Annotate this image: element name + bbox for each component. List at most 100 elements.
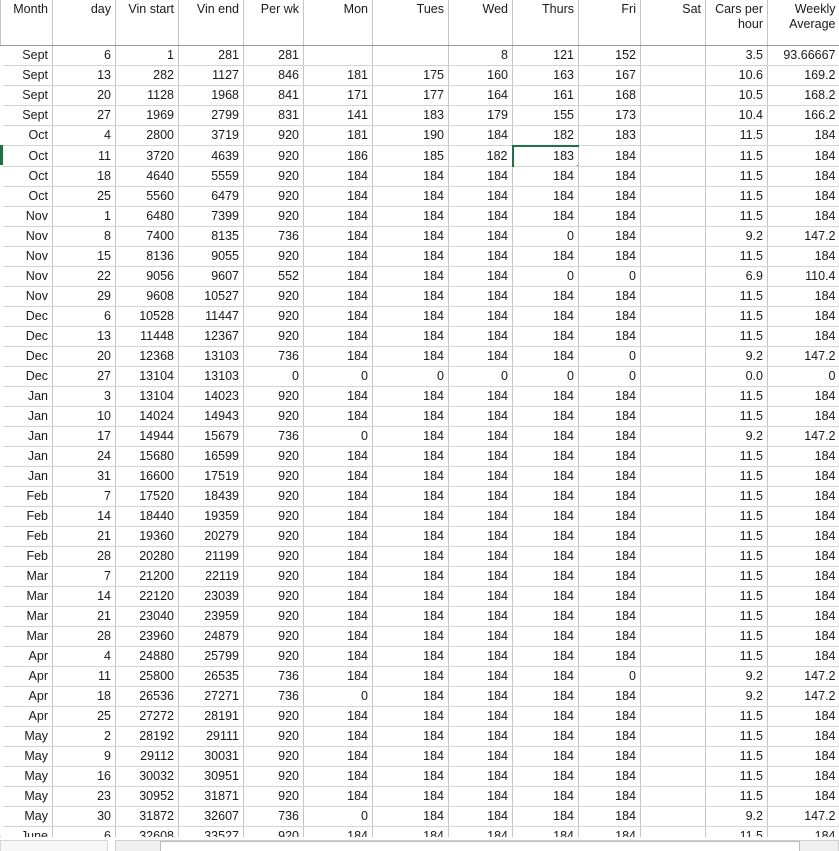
cell-wed[interactable]: 0 (448, 366, 513, 387)
cell-day[interactable]: 28 (52, 626, 116, 647)
cell-per-wk[interactable]: 0 (243, 366, 304, 387)
cell-fri[interactable]: 184 (578, 406, 641, 427)
cell-sat[interactable] (640, 346, 706, 367)
table-row[interactable]: Apr 18 26536 27271 736 0 184 184 184 184 9.2 147.2 (0, 686, 839, 707)
cell-sat[interactable] (640, 326, 706, 347)
cell-cars-per-hour[interactable]: 11.5 (705, 246, 768, 267)
cell-vin-end[interactable]: 15679 (178, 426, 244, 447)
table-row[interactable]: Jan 10 14024 14943 920 184 184 184 184 184 11.5 184 (0, 406, 839, 427)
cell-weekly-average[interactable]: 184 (767, 606, 839, 627)
cell-vin-end[interactable]: 32607 (178, 806, 244, 827)
cell-day[interactable]: 11 (52, 145, 116, 167)
cell-per-wk[interactable]: 920 (243, 386, 304, 407)
cell-mon[interactable]: 184 (303, 786, 373, 807)
cell-sat[interactable] (640, 566, 706, 587)
cell-vin-end[interactable]: 9607 (178, 266, 244, 287)
cell-vin-start[interactable]: 15680 (115, 446, 179, 467)
cell-vin-start[interactable]: 29112 (115, 746, 179, 767)
cell-vin-start[interactable]: 12368 (115, 346, 179, 367)
cell-thurs[interactable]: 184 (512, 786, 579, 807)
cell-sat[interactable] (640, 626, 706, 647)
cell-fri[interactable]: 152 (578, 45, 641, 66)
cell-weekly-average[interactable]: 184 (767, 406, 839, 427)
cell-fri[interactable]: 184 (578, 186, 641, 207)
cell-per-wk[interactable]: 736 (243, 346, 304, 367)
cell-fri[interactable]: 184 (578, 646, 641, 667)
cell-cars-per-hour[interactable]: 11.5 (705, 726, 768, 747)
cell-thurs[interactable]: 184 (512, 406, 579, 427)
cell-sat[interactable] (640, 786, 706, 807)
cell-mon[interactable]: 184 (303, 666, 373, 687)
cell-mon[interactable] (303, 45, 373, 66)
cell-month[interactable]: Sept (0, 65, 53, 86)
cell-sat[interactable] (640, 226, 706, 247)
cell-cars-per-hour[interactable]: 11.5 (705, 586, 768, 607)
cell-wed[interactable]: 184 (448, 706, 513, 727)
cell-day[interactable]: 30 (52, 806, 116, 827)
cell-per-wk[interactable]: 736 (243, 426, 304, 447)
cell-vin-start[interactable]: 4640 (115, 166, 179, 187)
cell-tues[interactable]: 184 (372, 626, 449, 647)
cell-thurs[interactable]: 182 (512, 125, 579, 146)
cell-thurs[interactable]: 184 (512, 626, 579, 647)
cell-weekly-average[interactable]: 184 (767, 566, 839, 587)
cell-per-wk[interactable]: 920 (243, 786, 304, 807)
cell-month[interactable]: Sept (0, 105, 53, 126)
cell-wed[interactable]: 164 (448, 85, 513, 106)
cell-cars-per-hour[interactable]: 11.5 (705, 145, 768, 167)
cell-vin-end[interactable]: 11447 (178, 306, 244, 327)
cell-wed[interactable]: 184 (448, 246, 513, 267)
table-row[interactable]: Apr 4 24880 25799 920 184 184 184 184 184 11.5 184 (0, 646, 839, 667)
cell-wed[interactable]: 184 (448, 286, 513, 307)
cell-month[interactable]: May (0, 746, 53, 767)
cell-sat[interactable] (640, 646, 706, 667)
cell-vin-start[interactable]: 1128 (115, 85, 179, 106)
cell-tues[interactable]: 184 (372, 386, 449, 407)
cell-wed[interactable]: 160 (448, 65, 513, 86)
cell-month[interactable]: Mar (0, 586, 53, 607)
cell-vin-end[interactable]: 6479 (178, 186, 244, 207)
cell-mon[interactable]: 184 (303, 306, 373, 327)
cell-mon[interactable]: 181 (303, 125, 373, 146)
cell-day[interactable]: 18 (52, 686, 116, 707)
cell-cars-per-hour[interactable]: 11.5 (705, 546, 768, 567)
cell-fri[interactable]: 184 (578, 446, 641, 467)
cell-day[interactable]: 14 (52, 506, 116, 527)
cell-vin-end[interactable]: 4639 (178, 145, 244, 167)
table-row[interactable]: May 16 30032 30951 920 184 184 184 184 184 11.5 184 (0, 766, 839, 787)
cell-cars-per-hour[interactable]: 9.2 (705, 806, 768, 827)
cell-vin-start[interactable]: 28192 (115, 726, 179, 747)
cell-vin-end[interactable]: 30951 (178, 766, 244, 787)
cell-wed[interactable]: 184 (448, 606, 513, 627)
cell-fri[interactable]: 184 (578, 686, 641, 707)
table-row[interactable]: May 9 29112 30031 920 184 184 184 184 184 11.5 184 (0, 746, 839, 767)
cell-tues[interactable]: 184 (372, 466, 449, 487)
cell-day[interactable]: 20 (52, 346, 116, 367)
table-row[interactable]: Feb 7 17520 18439 920 184 184 184 184 184 11.5 184 (0, 486, 839, 507)
table-row[interactable]: Dec 13 11448 12367 920 184 184 184 184 184 11.5 184 (0, 326, 839, 347)
cell-day[interactable]: 7 (52, 486, 116, 507)
cell-fri[interactable]: 184 (578, 806, 641, 827)
cell-weekly-average[interactable]: 147.2 (767, 666, 839, 687)
cell-weekly-average[interactable]: 184 (767, 306, 839, 327)
cell-vin-end[interactable]: 18439 (178, 486, 244, 507)
cell-cars-per-hour[interactable]: 11.5 (705, 506, 768, 527)
cell-cars-per-hour[interactable]: 11.5 (705, 746, 768, 767)
cell-mon[interactable]: 184 (303, 326, 373, 347)
cell-thurs[interactable]: 0 (512, 366, 579, 387)
column-header-tues[interactable]: Tues (372, 0, 449, 46)
column-header-cars-per-hour[interactable]: Cars per hour (705, 0, 768, 46)
cell-per-wk[interactable]: 920 (243, 506, 304, 527)
cell-mon[interactable]: 184 (303, 726, 373, 747)
cell-vin-end[interactable]: 3719 (178, 125, 244, 146)
table-row[interactable]: Oct 18 4640 5559 920 184 184 184 184 184 11.5 184 (0, 166, 839, 187)
cell-mon[interactable]: 181 (303, 65, 373, 86)
cell-cars-per-hour[interactable]: 11.5 (705, 766, 768, 787)
cell-fri[interactable]: 184 (578, 546, 641, 567)
cell-per-wk[interactable]: 920 (243, 566, 304, 587)
cell-cars-per-hour[interactable]: 11.5 (705, 206, 768, 227)
cell-mon[interactable]: 186 (303, 145, 373, 167)
cell-cars-per-hour[interactable]: 11.5 (705, 286, 768, 307)
cell-per-wk[interactable]: 736 (243, 806, 304, 827)
column-header-vin-end[interactable]: Vin end (178, 0, 244, 46)
